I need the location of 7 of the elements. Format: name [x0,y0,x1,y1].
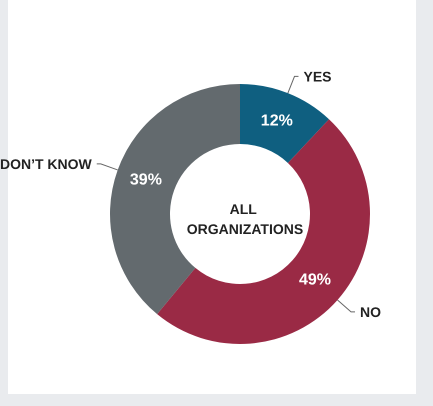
slice-label: YES [303,68,332,84]
text: ALL ORGANIZATIONS [186,201,304,237]
data-label: 39% [130,172,162,189]
slice-label: DON’T KNOW [0,156,93,172]
slice-label: NO [360,304,382,320]
data-label: 12% [260,112,293,130]
data-label: 49% [298,272,332,289]
